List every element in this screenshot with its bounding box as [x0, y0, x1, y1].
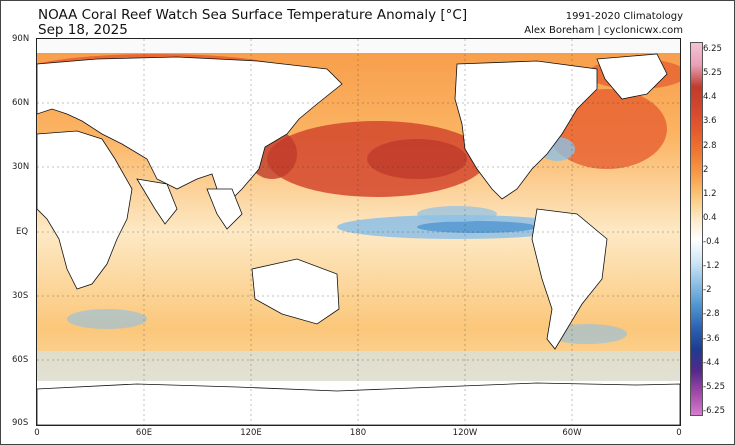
sst-anomaly-map — [36, 38, 681, 426]
colorbar-tick-label: 4.4 — [703, 92, 717, 103]
climatology-label: 1991-2020 Climatology — [565, 11, 683, 22]
east-pacific-cool — [417, 206, 497, 222]
colorbar-tick-label: -2.8 — [703, 309, 720, 320]
graticule — [37, 39, 680, 425]
lon-label-60e: 60E — [135, 428, 153, 438]
lon-label-120e: 120E — [240, 428, 262, 438]
colorbar-tick-label: 5.25 — [703, 68, 722, 79]
credit-block: 1991-2020 Climatology Alex Boreham | cyc… — [524, 10, 683, 38]
india — [136, 178, 178, 225]
colorbar-tick-label: 1.2 — [703, 188, 717, 199]
colorbar-tick-label: -0.4 — [703, 237, 720, 248]
south-america — [531, 208, 608, 350]
arctic-ice — [37, 39, 680, 53]
lon-label-0-east: 0 — [676, 428, 682, 438]
colorbar-tick-label: 3.6 — [703, 116, 717, 127]
author-label: Alex Boreham | cyclonicwx.com — [524, 25, 683, 36]
lat-label-60n: 60N — [12, 98, 30, 108]
lat-label-30n: 30N — [12, 162, 30, 172]
africa — [37, 130, 133, 290]
lat-label-60s: 60S — [12, 355, 29, 365]
colorbar-tick-label: -4.4 — [703, 357, 720, 368]
colorbar-tick-label: 6.25 — [703, 44, 722, 54]
map-title: NOAA Coral Reef Watch Sea Surface Temper… — [38, 7, 468, 23]
colorbar — [690, 42, 703, 416]
lat-label-30s: 30S — [12, 291, 29, 301]
map-svg — [37, 39, 680, 425]
colorbar-tick-label: 2 — [703, 164, 709, 175]
colorbar-tick-label: -5.25 — [703, 381, 725, 392]
north-america — [454, 60, 598, 200]
lon-label-0: 0 — [34, 428, 40, 438]
southeast-asia — [206, 188, 243, 230]
land — [37, 53, 680, 425]
lat-label-90n: 90N — [12, 34, 30, 44]
map-date: Sep 18, 2025 — [38, 22, 128, 38]
australia — [251, 258, 340, 325]
colorbar-tick-label: -6.25 — [703, 406, 725, 416]
lon-label-120w: 120W — [452, 428, 478, 438]
colorbar-tick-label: -1.2 — [703, 261, 720, 272]
colorbar-tick-label: 0.4 — [703, 212, 717, 223]
colorbar-tick-label: -3.6 — [703, 333, 720, 344]
lon-label-180: 180 — [349, 428, 367, 438]
greenland — [596, 53, 668, 100]
north-pacific-warm-core — [367, 139, 467, 179]
equatorial-pacific-cool-core — [417, 221, 537, 233]
colorbar-tick-label: -2 — [703, 285, 712, 296]
lat-label-90s: 90S — [12, 418, 29, 428]
lon-label-60w: 60W — [562, 428, 582, 438]
south-pacific-cool-a — [67, 309, 147, 329]
colorbar-tick-label: 2.8 — [703, 140, 717, 151]
southern-ocean-cool — [37, 351, 680, 381]
lat-label-eq: EQ — [16, 227, 29, 237]
antarctica-land — [37, 382, 680, 425]
